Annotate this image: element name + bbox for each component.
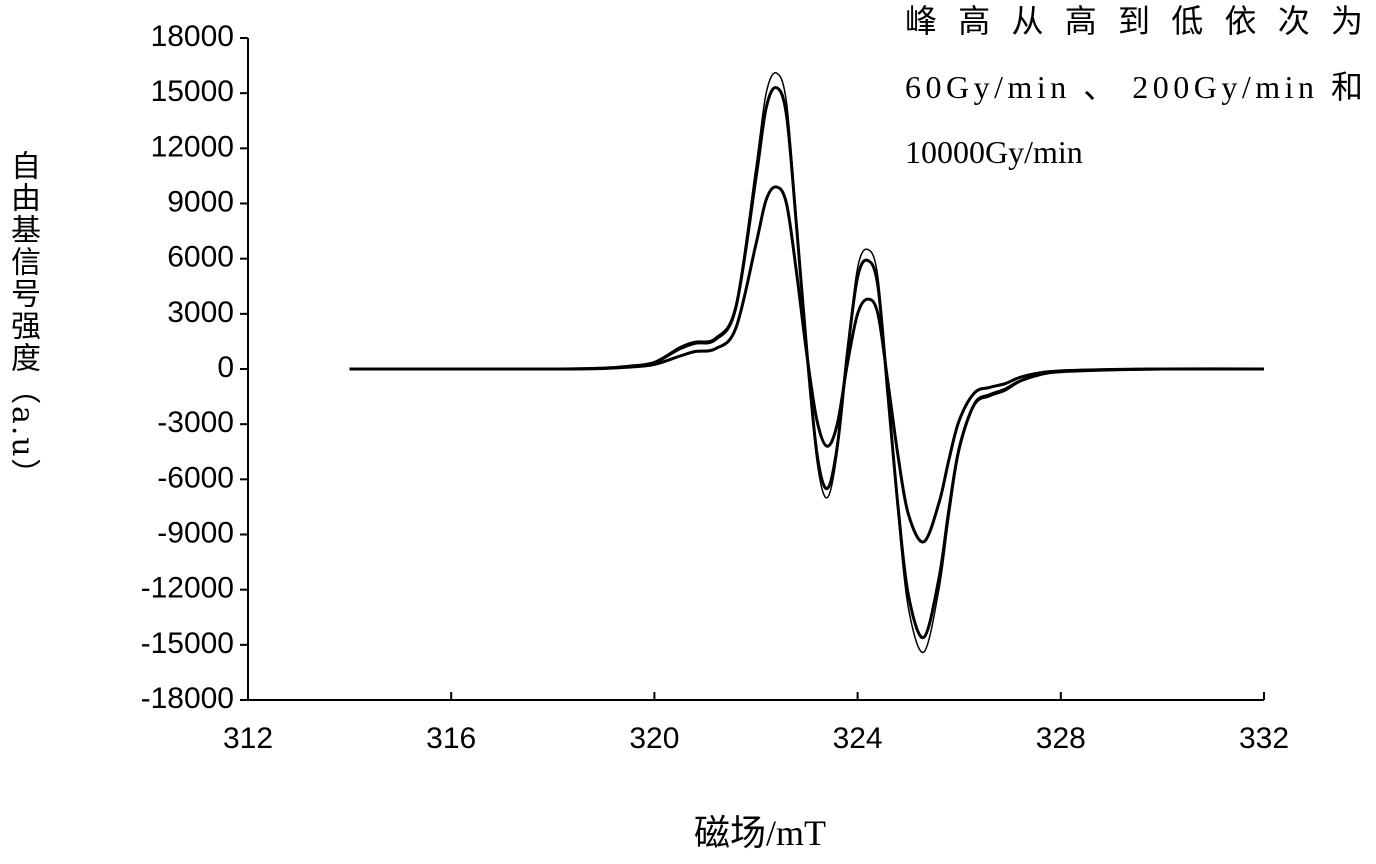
y-tick-label: -6000 — [157, 461, 234, 494]
y-tick-label: 15000 — [151, 75, 234, 108]
annotation: 60Gy/min 、 200Gy/min 和 — [905, 69, 1363, 105]
y-tick-label: -15000 — [141, 627, 234, 660]
x-tick-label: 312 — [223, 722, 273, 755]
y-axis-label: 自由基信号强度（a.u） — [5, 150, 40, 491]
x-tick-label: 320 — [629, 722, 679, 755]
annotation: 峰高从高到低依次为 — [905, 3, 1363, 39]
x-tick-label: 316 — [426, 722, 476, 755]
y-tick-label: -9000 — [157, 516, 234, 549]
x-tick-label: 328 — [1036, 722, 1086, 755]
x-tick-label: 324 — [833, 722, 883, 755]
y-tick-label: -12000 — [141, 572, 234, 605]
y-tick-label: -18000 — [141, 682, 234, 715]
y-tick-label: 0 — [217, 351, 234, 384]
y-tick-label: 12000 — [151, 130, 234, 163]
y-tick-label: 6000 — [167, 241, 234, 274]
y-tick-label: -3000 — [157, 406, 234, 439]
y-tick-label: 9000 — [167, 185, 234, 218]
series-line — [349, 185, 1265, 544]
y-tick-label: 18000 — [151, 20, 234, 53]
y-tick-label: 3000 — [167, 296, 234, 329]
annotation: 10000Gy/min — [905, 134, 1083, 170]
x-tick-label: 332 — [1239, 722, 1289, 755]
x-axis-label: 磁场/mT — [694, 813, 826, 853]
